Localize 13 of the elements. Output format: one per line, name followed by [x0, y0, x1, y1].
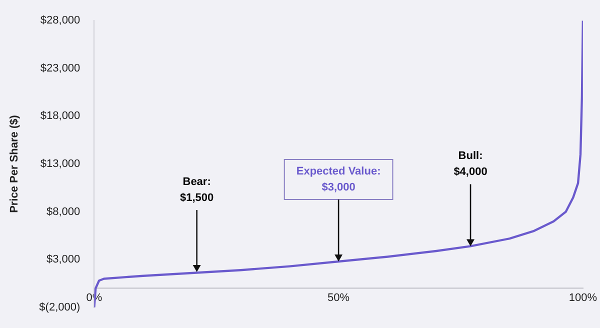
y-tick-label: $8,000	[46, 206, 80, 218]
y-tick-label: $3,000	[46, 254, 80, 266]
annotation: Bull: $4,000	[454, 150, 488, 178]
y-axis-title: Price Per Share ($)	[8, 114, 21, 213]
x-tick-label: 100%	[568, 292, 598, 304]
y-tick-label: $28,000	[40, 14, 80, 27]
x-tick-label: 50%	[328, 292, 350, 304]
annotation: Expected Value: $3,000	[296, 166, 381, 194]
y-tick-label: $23,000	[40, 62, 80, 74]
annotation: Bear: $1,500	[180, 176, 214, 204]
y-tick-label: $18,000	[40, 110, 80, 122]
y-tick-label: $13,000	[40, 158, 80, 170]
y-tick-label: $(2,000)	[39, 301, 80, 314]
